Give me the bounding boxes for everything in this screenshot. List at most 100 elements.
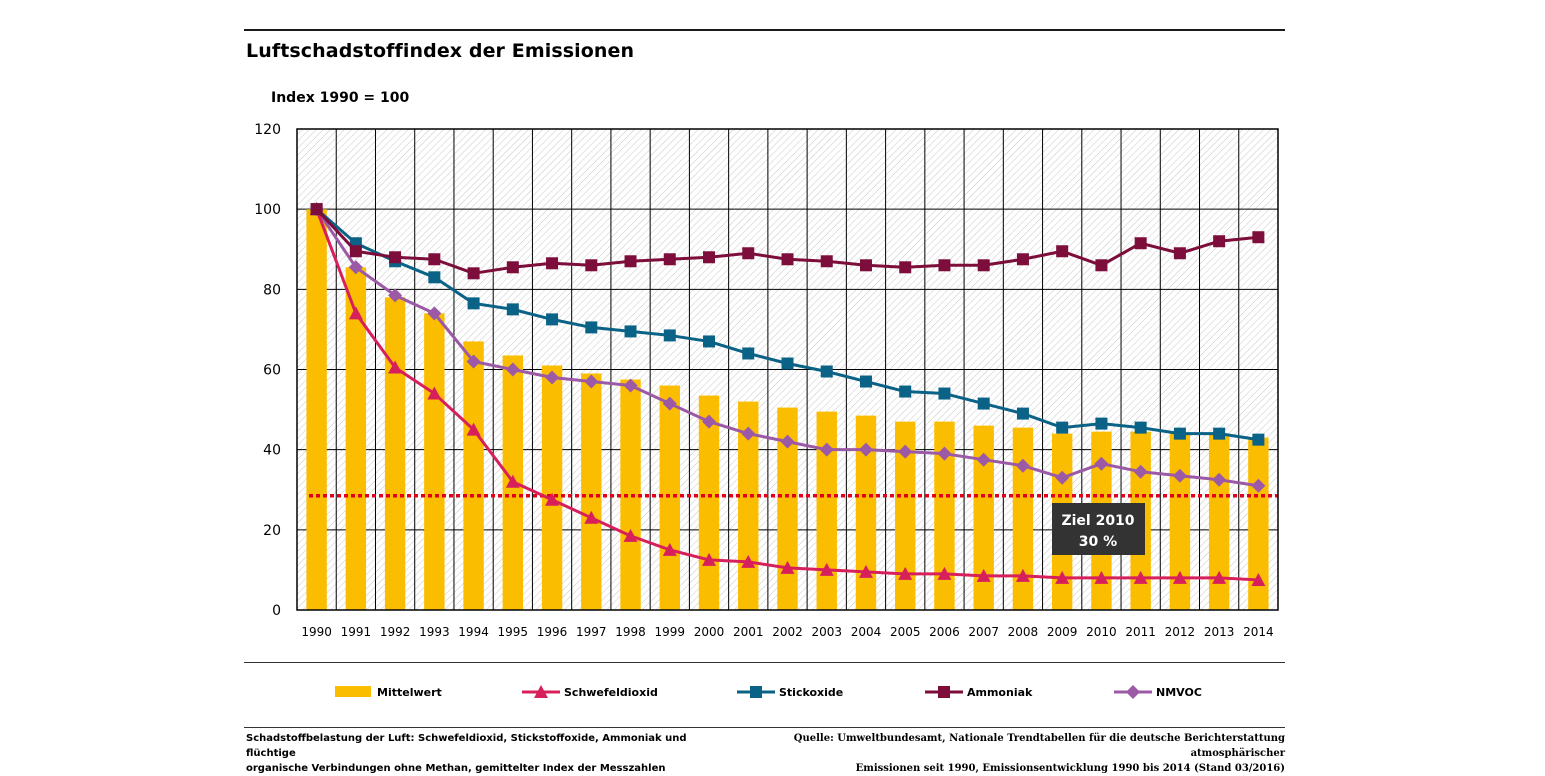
footer-description-line1: Schadstoffbelastung der Luft: Schwefeldi… <box>246 733 687 759</box>
x-tick-label: 2000 <box>694 625 725 639</box>
bar-mittelwert <box>777 407 798 610</box>
point-nmvoc <box>976 452 991 467</box>
legend-label-mittelwert: Mittelwert <box>377 686 442 699</box>
x-tick-label: 2006 <box>929 625 960 639</box>
point-nmvoc <box>584 374 599 389</box>
point-nmvoc <box>780 434 795 449</box>
point-stickoxide <box>1016 407 1029 420</box>
target-label-title: Ziel 2010 <box>1061 513 1134 529</box>
y-tick-label: 40 <box>263 443 281 459</box>
point-stickoxide <box>781 357 794 370</box>
point-nmvoc <box>623 378 638 393</box>
target-label-value: 30 % <box>1079 534 1117 550</box>
point-ammoniak <box>1095 259 1108 272</box>
point-schwefeldioxid <box>1251 572 1266 586</box>
point-stickoxide <box>663 329 676 342</box>
point-schwefeldioxid <box>466 422 481 436</box>
point-schwefeldioxid <box>545 492 560 506</box>
point-stickoxide <box>703 335 716 348</box>
point-stickoxide <box>977 397 990 410</box>
point-nmvoc <box>466 354 481 369</box>
y-tick-label: 60 <box>263 363 281 379</box>
x-tick-label: 2010 <box>1086 625 1117 639</box>
footer-description-line2: organische Verbindungen ohne Methan, gem… <box>246 763 666 774</box>
point-nmvoc <box>702 414 717 429</box>
point-schwefeldioxid <box>662 542 677 556</box>
point-stickoxide <box>428 271 441 284</box>
point-schwefeldioxid <box>1094 570 1109 584</box>
point-ammoniak <box>1056 245 1069 258</box>
bar-mittelwert <box>698 395 720 610</box>
point-ammoniak <box>1213 235 1226 248</box>
x-tick-label: 2003 <box>811 625 842 639</box>
point-schwefeldioxid <box>858 564 873 578</box>
x-tick-label: 1995 <box>498 625 529 639</box>
point-nmvoc <box>898 444 913 459</box>
point-schwefeldioxid <box>937 566 952 580</box>
x-tick-label: 2012 <box>1165 625 1196 639</box>
point-schwefeldioxid <box>780 560 795 574</box>
y-tick-label: 20 <box>263 523 281 539</box>
x-tick-label: 1999 <box>655 625 686 639</box>
point-ammoniak <box>703 251 716 264</box>
legend-label-schwefeldioxid: Schwefeldioxid <box>564 686 658 699</box>
x-tick-label: 1990 <box>301 625 332 639</box>
point-ammoniak <box>938 259 951 272</box>
bar-mittelwert <box>463 341 484 610</box>
point-ammoniak <box>1173 247 1186 260</box>
x-tick-label: 2001 <box>733 625 764 639</box>
bar-mittelwert <box>581 373 602 610</box>
point-schwefeldioxid <box>819 562 834 576</box>
y-tick-label: 120 <box>254 122 281 138</box>
point-ammoniak <box>624 255 637 268</box>
point-ammoniak <box>820 255 833 268</box>
point-schwefeldioxid <box>898 566 913 580</box>
point-nmvoc <box>1055 470 1070 485</box>
legend-marker-nmvoc <box>1126 685 1140 699</box>
point-nmvoc <box>858 442 873 457</box>
bar-mittelwert <box>306 209 327 610</box>
point-schwefeldioxid <box>348 306 363 320</box>
point-schwefeldioxid <box>427 386 442 400</box>
point-schwefeldioxid <box>505 474 520 488</box>
point-nmvoc <box>1251 478 1266 493</box>
point-ammoniak <box>899 261 912 274</box>
point-nmvoc <box>1133 464 1148 479</box>
point-schwefeldioxid <box>741 554 756 568</box>
target-label-box <box>1052 503 1145 555</box>
point-ammoniak <box>663 253 676 266</box>
point-nmvoc <box>819 442 834 457</box>
x-tick-label: 1997 <box>576 625 607 639</box>
point-stickoxide <box>1134 421 1147 434</box>
point-nmvoc <box>1172 468 1187 483</box>
bar-mittelwert <box>816 411 837 610</box>
point-nmvoc <box>741 426 756 441</box>
point-schwefeldioxid <box>623 528 638 542</box>
legend-marker-schwefeldioxid <box>534 685 548 698</box>
point-stickoxide <box>506 303 519 316</box>
point-ammoniak <box>977 259 990 272</box>
x-tick-label: 2007 <box>968 625 999 639</box>
bar-mittelwert <box>973 425 994 610</box>
bar-mittelwert <box>895 421 916 610</box>
point-stickoxide <box>1213 427 1226 440</box>
x-tick-label: 2002 <box>772 625 803 639</box>
x-tick-label: 2005 <box>890 625 921 639</box>
point-stickoxide <box>1056 421 1069 434</box>
x-tick-label: 1992 <box>380 625 411 639</box>
point-schwefeldioxid <box>702 552 717 566</box>
bar-mittelwert <box>934 421 955 610</box>
x-tick-label: 2011 <box>1125 625 1156 639</box>
point-schwefeldioxid <box>976 568 991 582</box>
point-stickoxide <box>899 385 912 398</box>
point-ammoniak <box>467 267 480 280</box>
point-nmvoc <box>348 260 363 275</box>
footer-source-line2: Emissionen seit 1990, Emissionsentwicklu… <box>855 763 1285 774</box>
point-nmvoc <box>388 288 403 303</box>
x-tick-label: 2008 <box>1008 625 1039 639</box>
point-nmvoc <box>662 396 677 411</box>
point-ammoniak <box>546 257 559 270</box>
point-stickoxide <box>1095 417 1108 430</box>
point-nmvoc <box>1212 472 1227 487</box>
